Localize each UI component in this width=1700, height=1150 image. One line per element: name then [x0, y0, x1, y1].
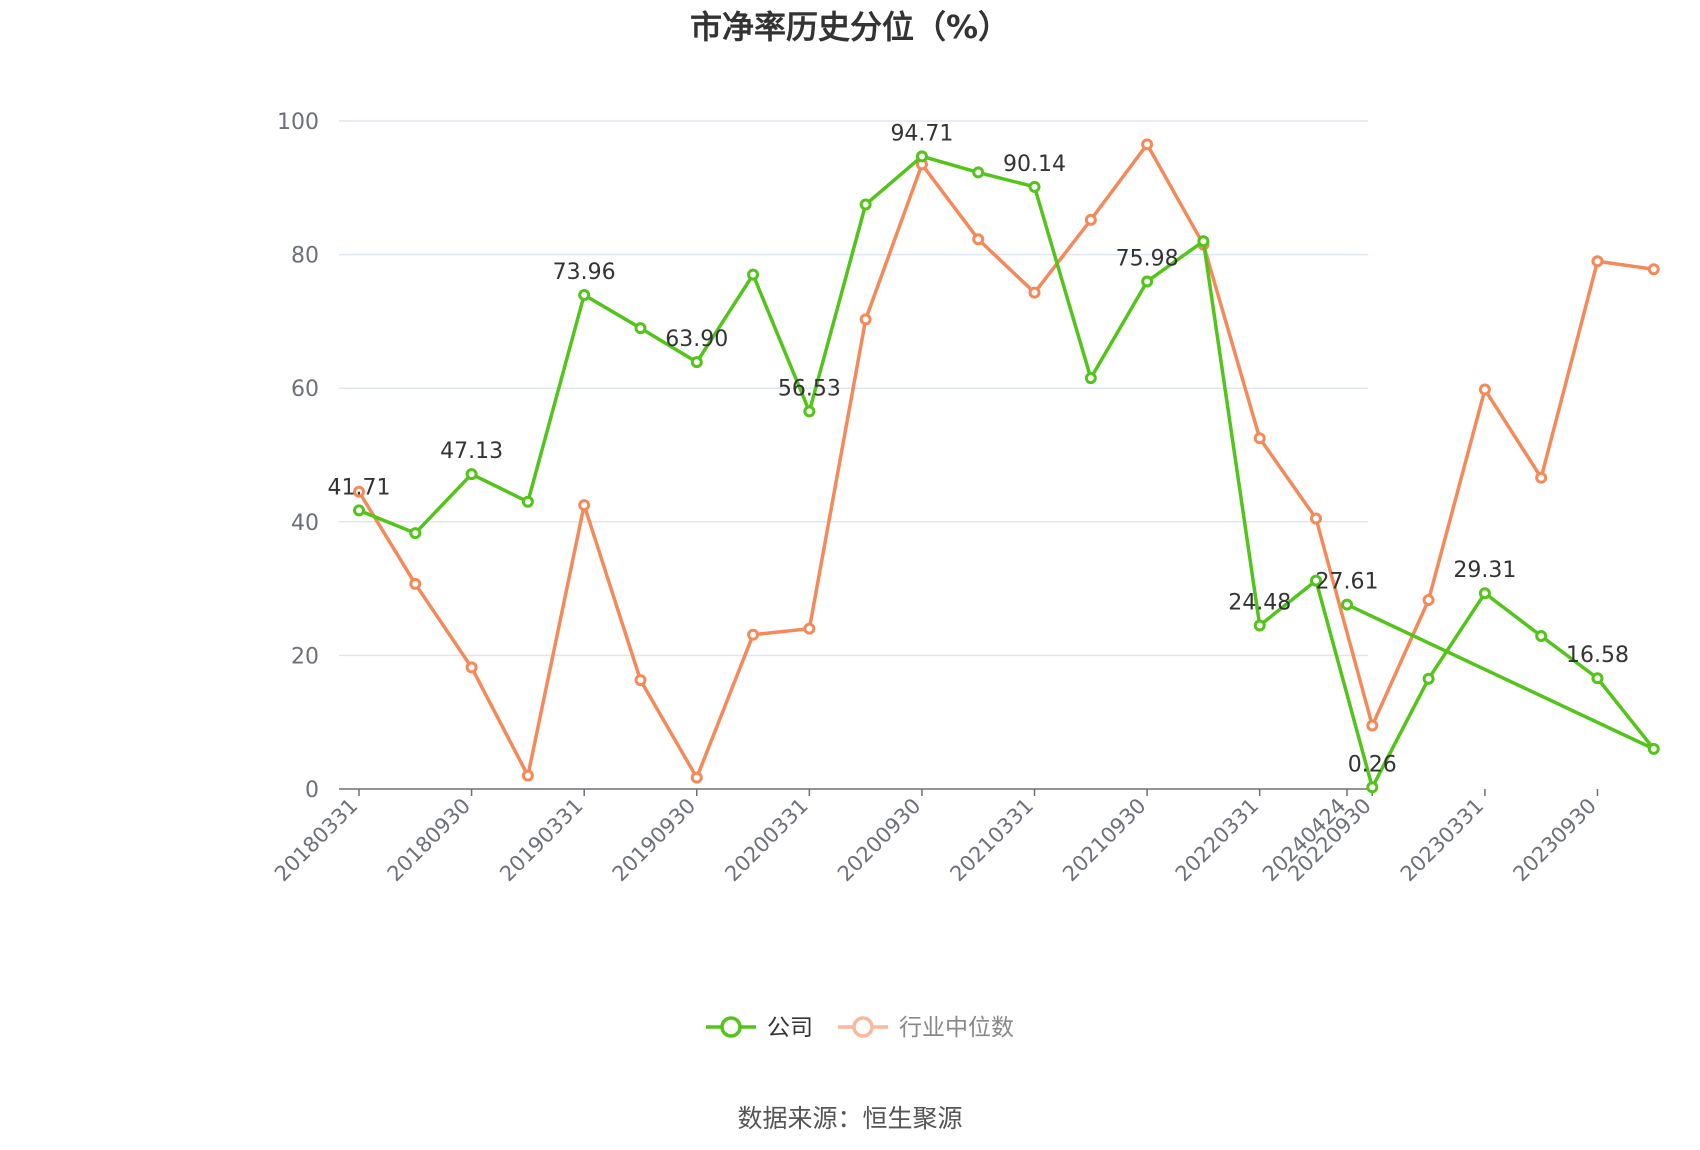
legend-swatch-marker: [852, 1016, 874, 1038]
data-point: [634, 322, 647, 335]
data-point: [409, 527, 422, 540]
data-point: [1366, 719, 1379, 732]
data-point: [1310, 512, 1322, 525]
data-point: [1591, 255, 1604, 268]
data-point: [1084, 372, 1097, 385]
legend: 公司 行业中位数: [706, 1015, 1014, 1041]
y-tick-label: 100: [277, 110, 319, 135]
x-tick-label: 20210930: [1058, 794, 1151, 887]
data-point: [915, 150, 928, 163]
data-label: 24.48: [1228, 590, 1291, 615]
data-point: [578, 499, 591, 512]
data-point: [747, 268, 760, 281]
series-line: [358, 154, 1656, 790]
data-label: 63.90: [665, 327, 728, 352]
x-tick-label: 20190930: [608, 794, 701, 887]
y-tick-label: 80: [291, 244, 319, 269]
series-company: [353, 150, 1660, 794]
x-tick-label: 20230930: [1508, 794, 1601, 887]
y-tick-label: 20: [291, 644, 319, 669]
data-point: [747, 628, 760, 641]
data-point: [521, 495, 534, 508]
data-label: 29.31: [1453, 558, 1516, 583]
data-labels: 41.71 47.13 73.96 63.90 56.53 94.71 90.14 75.98…: [328, 121, 1629, 777]
data-point: [1422, 593, 1435, 606]
data-point: [1084, 213, 1097, 226]
x-tick-label: 20200930: [833, 794, 926, 887]
data-label: 94.71: [890, 121, 953, 146]
data-point: [1535, 630, 1548, 643]
x-tick-label: 20190331: [495, 794, 588, 887]
data-point: [1197, 235, 1210, 248]
data-point: [972, 166, 985, 179]
data-point: [859, 313, 872, 326]
data-label: 27.61: [1316, 570, 1379, 595]
legend-item-company: 公司: [706, 1015, 813, 1041]
data-point: [465, 661, 478, 674]
y-tick-label: 60: [291, 377, 319, 402]
legend-item-industry-median: 行业中位数: [838, 1015, 1014, 1041]
data-point: [1028, 180, 1041, 193]
axes: 0 20 40 60 80 100 20180331 20180930 20190331 2019…: [270, 110, 1601, 886]
data-point: [1422, 672, 1435, 685]
data-label: 90.14: [1003, 152, 1066, 177]
x-tick-label: 20230331: [1396, 794, 1489, 887]
y-tick-label: 0: [305, 778, 319, 803]
data-label: 16.58: [1566, 643, 1629, 668]
data-point: [521, 769, 534, 782]
data-point: [1341, 598, 1353, 611]
data-point: [1535, 471, 1548, 484]
data-point: [353, 504, 365, 517]
legend-label: 行业中位数: [899, 1015, 1014, 1041]
series-lines: [353, 138, 1660, 794]
data-point: [409, 577, 422, 590]
chart-title: 市净率历史分位（%）: [690, 8, 1010, 46]
data-point: [1141, 138, 1154, 151]
series-line: [357, 142, 1655, 780]
data-point: [1647, 263, 1660, 276]
y-tick-label: 40: [291, 511, 319, 536]
data-point: [859, 198, 872, 211]
data-point: [1028, 286, 1041, 299]
data-point: [1591, 672, 1604, 685]
data-point: [1253, 619, 1266, 632]
legend-swatch-marker: [720, 1016, 742, 1038]
data-source-note: 数据来源：恒生聚源: [737, 1104, 962, 1133]
data-point: [1310, 574, 1322, 587]
x-tick-label: 20200331: [720, 794, 813, 887]
legend-label: 公司: [767, 1015, 813, 1041]
data-point: [578, 288, 591, 301]
data-point: [1366, 781, 1379, 794]
data-point: [803, 622, 816, 635]
data-point: [353, 485, 365, 498]
data-label: 47.13: [440, 439, 503, 464]
data-point: [1478, 383, 1491, 396]
data-point: [690, 771, 703, 784]
data-label: 56.53: [778, 376, 841, 401]
data-point: [972, 233, 985, 246]
x-tick-label: 20180930: [383, 794, 476, 887]
x-tick-label: 20180331: [270, 794, 363, 887]
series-industry-median: [353, 138, 1660, 784]
data-point: [1478, 587, 1491, 600]
data-point: [803, 405, 816, 418]
data-point: [634, 674, 647, 687]
data-point: [1647, 742, 1660, 755]
x-tick-label: 20220331: [1171, 794, 1264, 887]
data-point: [1253, 432, 1266, 445]
x-tick-label: 20210331: [946, 794, 1039, 887]
data-point: [465, 468, 478, 481]
data-label: 0.26: [1348, 752, 1397, 777]
data-label: 41.71: [328, 475, 391, 500]
data-point: [690, 356, 703, 369]
data-label: 75.98: [1116, 246, 1179, 271]
data-point: [1141, 275, 1154, 288]
data-label: 73.96: [553, 260, 616, 285]
